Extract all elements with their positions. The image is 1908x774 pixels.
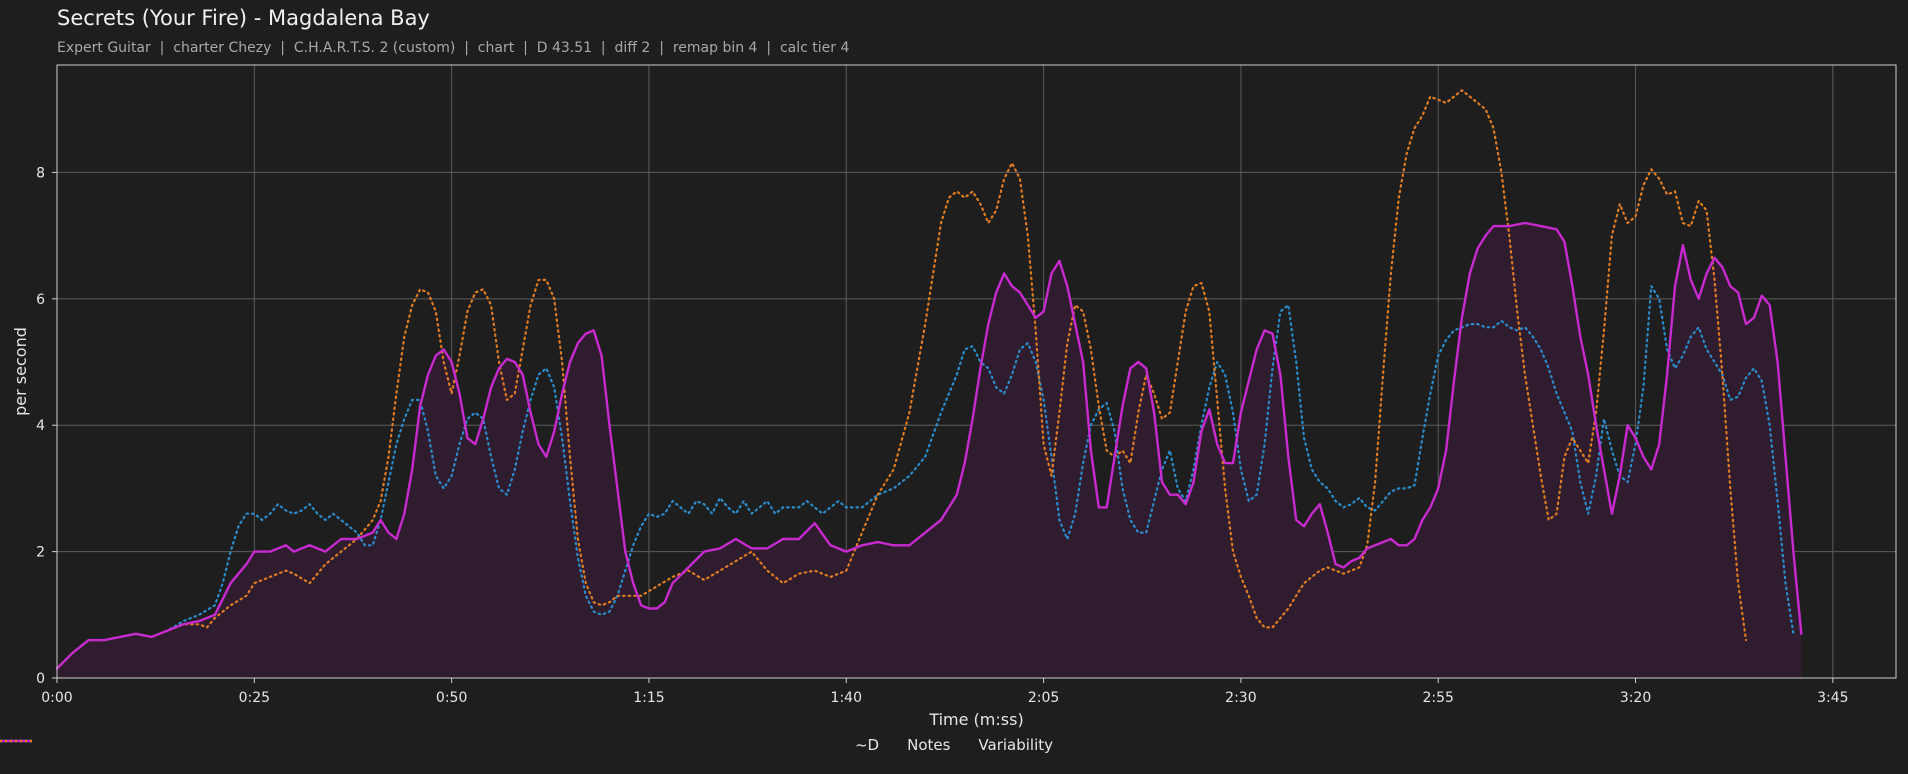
series-line-d — [55, 221, 1803, 670]
legend-item-d: ~D — [0, 736, 880, 754]
y-tick-label: 8 — [36, 165, 45, 181]
legend-item-notes: Notes — [0, 736, 951, 754]
y-tick-label: 2 — [36, 545, 45, 561]
x-tick-label: 2:55 — [1422, 690, 1453, 706]
x-tick-label: 0:00 — [41, 690, 72, 706]
chart-subtitle: Expert Guitar | charter Chezy | C.H.A.R.… — [57, 40, 850, 56]
line-chart: 0:00 0:25 0:50 1:15 1:40 2:05 2:30 2:55 3:20 3:45… — [11, 64, 1897, 729]
x-tick-label: 2:05 — [1028, 690, 1059, 706]
y-tick-label: 4 — [36, 418, 45, 434]
x-tick-label: 1:40 — [831, 690, 862, 706]
y-axis-label: per second — [11, 327, 30, 416]
x-tick-label: 3:45 — [1817, 690, 1848, 706]
x-tick-label: 2:30 — [1225, 690, 1256, 706]
series-line-variability — [55, 89, 1748, 670]
x-tick-label: 0:25 — [239, 690, 270, 706]
legend-label-d: ~D — [854, 736, 880, 754]
y-tick-label: 0 — [36, 671, 45, 687]
x-tick-label: 0:50 — [436, 690, 467, 706]
legend-swatch-variability — [0, 739, 32, 743]
x-tick-label: 1:15 — [633, 690, 664, 706]
series-area-d — [57, 223, 1802, 678]
legend-label-notes: Notes — [907, 736, 951, 754]
plot-frame — [56, 64, 1897, 679]
x-tick-label: 3:20 — [1620, 690, 1651, 706]
x-axis-label: Time (m:ss) — [928, 710, 1023, 729]
legend-label-variability: Variability — [978, 736, 1054, 754]
series-line-notes — [55, 285, 1795, 670]
chart-title: Secrets (Your Fire) - Magdalena Bay — [57, 6, 430, 30]
chart-legend: ~D Notes Variability — [0, 736, 1908, 754]
legend-item-variability: Variability — [0, 736, 1054, 754]
y-tick-label: 6 — [36, 292, 45, 308]
